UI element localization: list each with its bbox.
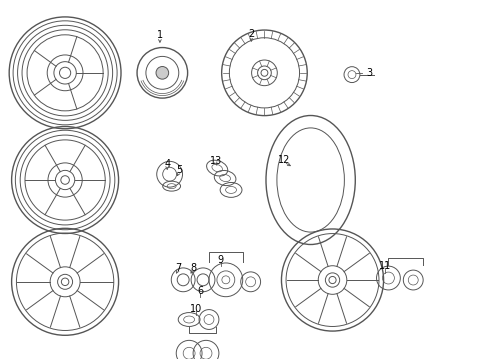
Text: 8: 8 <box>190 262 196 273</box>
Text: 5: 5 <box>176 165 182 175</box>
Text: 7: 7 <box>175 262 181 273</box>
Text: 1: 1 <box>157 30 163 40</box>
Text: 4: 4 <box>164 159 170 169</box>
Text: 3: 3 <box>366 68 372 78</box>
Text: 2: 2 <box>248 28 254 39</box>
Text: 11: 11 <box>379 261 391 271</box>
Text: 12: 12 <box>278 156 290 165</box>
Text: 13: 13 <box>210 156 222 166</box>
Text: 10: 10 <box>190 304 202 314</box>
Text: 6: 6 <box>197 287 203 296</box>
Circle shape <box>156 67 169 79</box>
Text: 9: 9 <box>218 255 224 265</box>
